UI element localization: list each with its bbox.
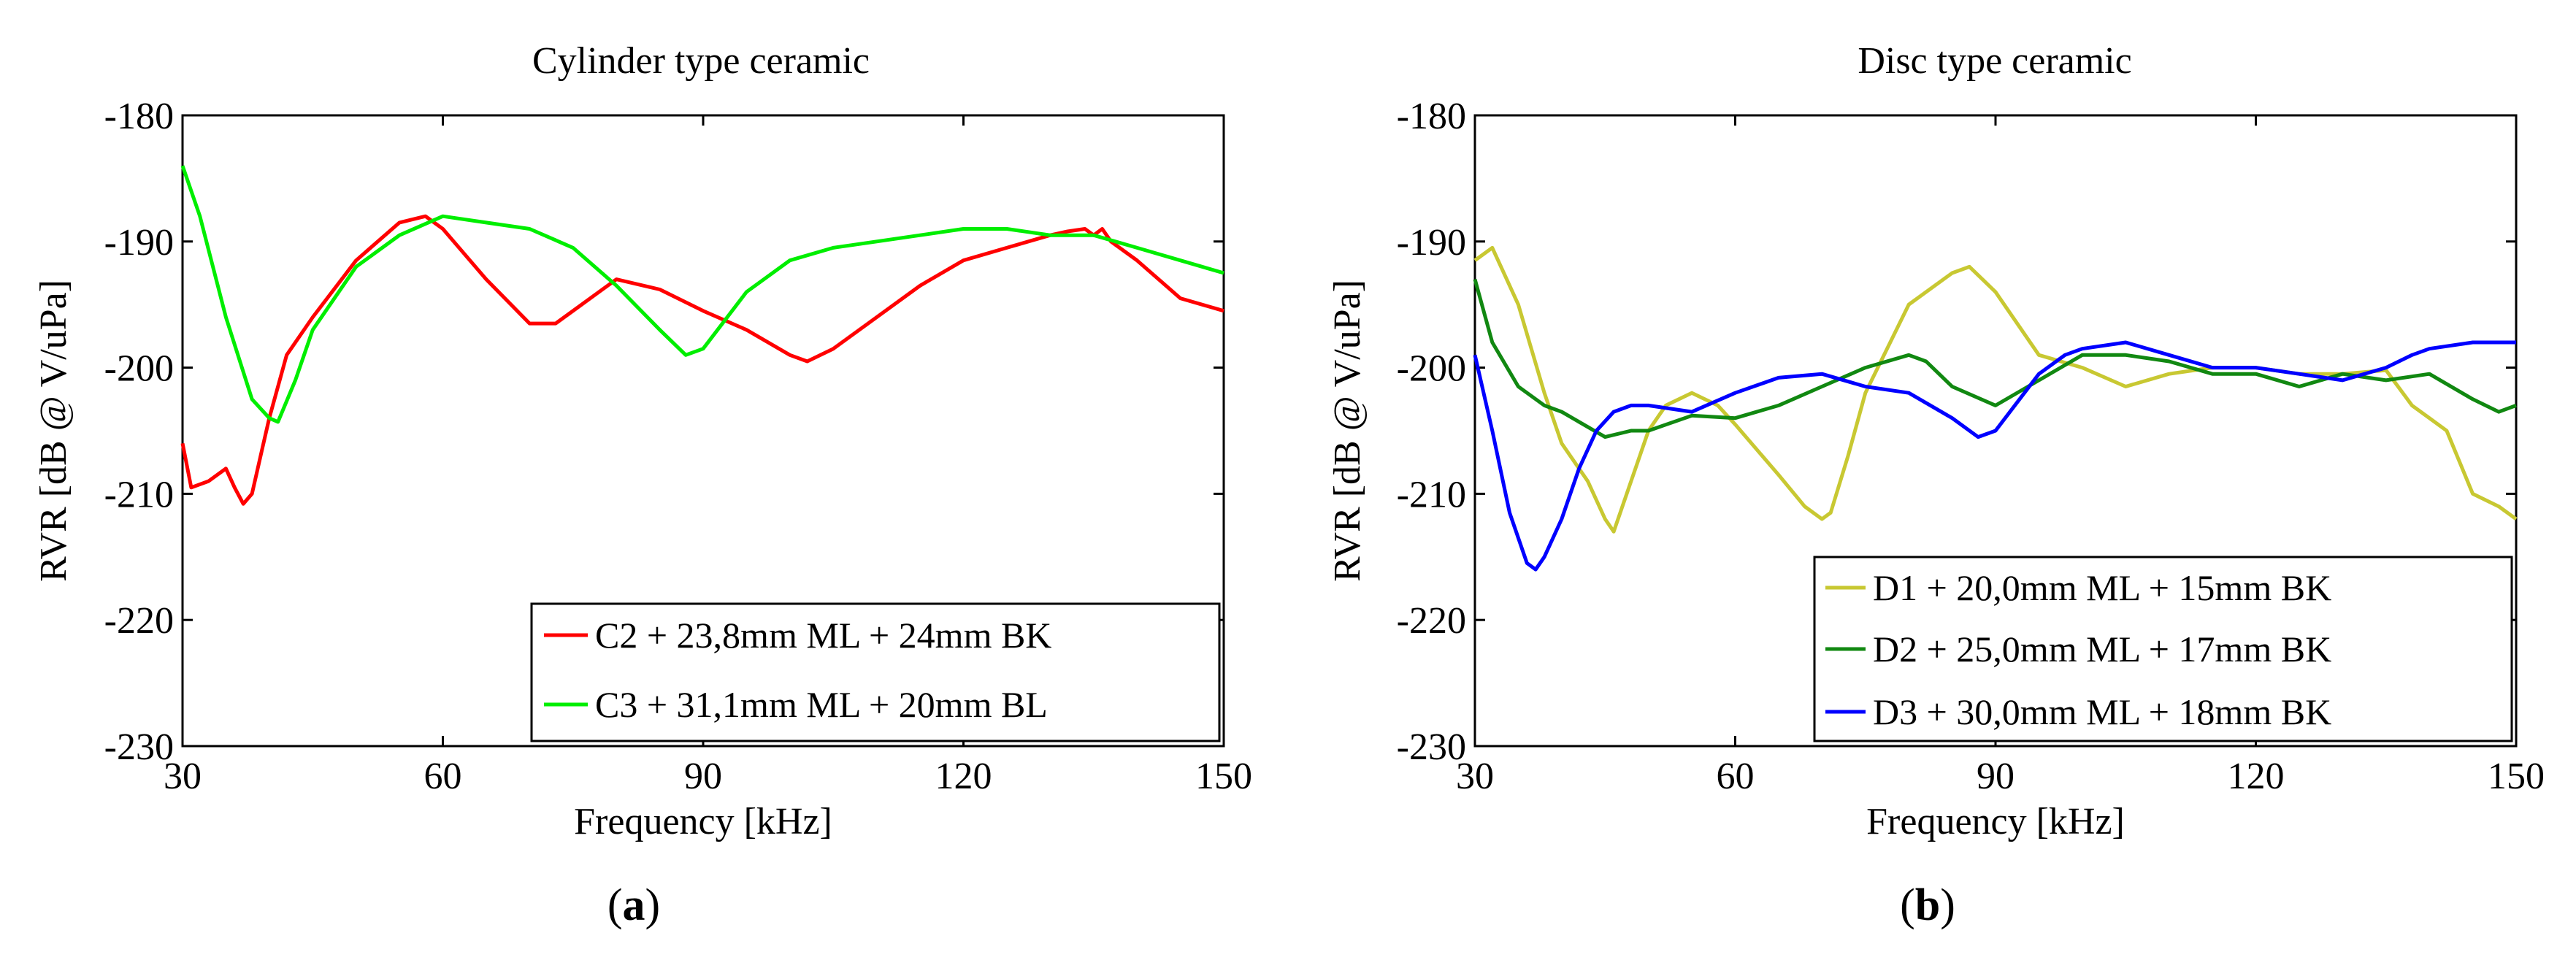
series-group (180, 165, 1224, 506)
x-tick-label: 30 (1456, 756, 1494, 797)
y-tick-label: -180 (104, 96, 174, 137)
series-line-2 (1473, 278, 2517, 439)
chart-panel-b: Disc type ceramic 30 60 90 120 150 -180 -190 -2… (1327, 40, 2545, 930)
legend: D1 + 20,0mm ML + 15mm BK D2 + 25,0mm ML … (1813, 556, 2513, 742)
y-tick-label: -200 (104, 348, 174, 390)
x-axis-label: Frequency [kHz] (574, 801, 832, 842)
chart-title: Disc type ceramic (1858, 40, 2131, 82)
chart-title: Cylinder type ceramic (532, 40, 870, 82)
series-group (1473, 245, 2518, 572)
x-tick-label: 120 (935, 756, 992, 797)
y-tick-label: -180 (1397, 96, 1466, 137)
legend-entry: C2 + 23,8mm ML + 24mm BK (595, 615, 1051, 656)
x-tick-label: 60 (424, 756, 462, 797)
x-tick-label: 90 (1977, 756, 2015, 797)
legend: C2 + 23,8mm ML + 24mm BK C3 + 31,1mm ML … (530, 602, 1221, 742)
panel-label-letter: a (623, 880, 645, 930)
y-axis-label: RVR [dB @ V/uPa] (33, 280, 74, 582)
series-line-3 (1473, 340, 2516, 572)
x-tick-label: 30 (164, 756, 202, 797)
legend-box (1813, 556, 2513, 742)
x-tick-label: 60 (1717, 756, 1755, 797)
y-tick-label: -200 (1397, 348, 1466, 390)
panel-label: (a) (607, 880, 660, 930)
series-line-2 (180, 165, 1224, 424)
legend-entry: D3 + 30,0mm ML + 18mm BK (1873, 691, 2331, 732)
legend-entry: C3 + 31,1mm ML + 20mm BL (595, 684, 1048, 725)
x-tick-label: 90 (684, 756, 722, 797)
tick-group: 30 60 90 120 150 -180 -190 -200 -210 -220 -230 (104, 96, 1252, 797)
panel-label: (b) (1900, 880, 1955, 930)
y-tick-label: -220 (1397, 600, 1466, 642)
legend-entry: D2 + 25,0mm ML + 17mm BK (1873, 629, 2331, 669)
y-tick-label: -210 (104, 474, 174, 515)
y-tick-label: -220 (104, 600, 174, 642)
y-tick-label: -190 (1397, 222, 1466, 264)
panel-label-letter: b (1915, 880, 1940, 930)
chart-panel-a: Cylinder type ceramic 30 60 90 120 150 -180 -1… (33, 40, 1252, 930)
series-line-1 (180, 214, 1224, 506)
legend-entry: D1 + 20,0mm ML + 15mm BK (1873, 567, 2331, 608)
tick-group: 30 60 90 120 150 -180 -190 -200 -210 -220 -230 (1397, 96, 2545, 797)
x-tick-label: 150 (1195, 756, 1252, 797)
y-axis-label: RVR [dB @ V/uPa] (1327, 280, 1368, 582)
y-tick-label: -230 (104, 726, 174, 768)
x-axis-label: Frequency [kHz] (1866, 801, 2125, 842)
series-line-1 (1473, 245, 2518, 534)
x-tick-label: 120 (2228, 756, 2285, 797)
y-tick-label: -190 (104, 222, 174, 264)
y-tick-label: -210 (1397, 474, 1466, 515)
y-tick-label: -230 (1397, 726, 1466, 768)
legend-box (530, 602, 1221, 742)
x-tick-label: 150 (2488, 756, 2545, 797)
